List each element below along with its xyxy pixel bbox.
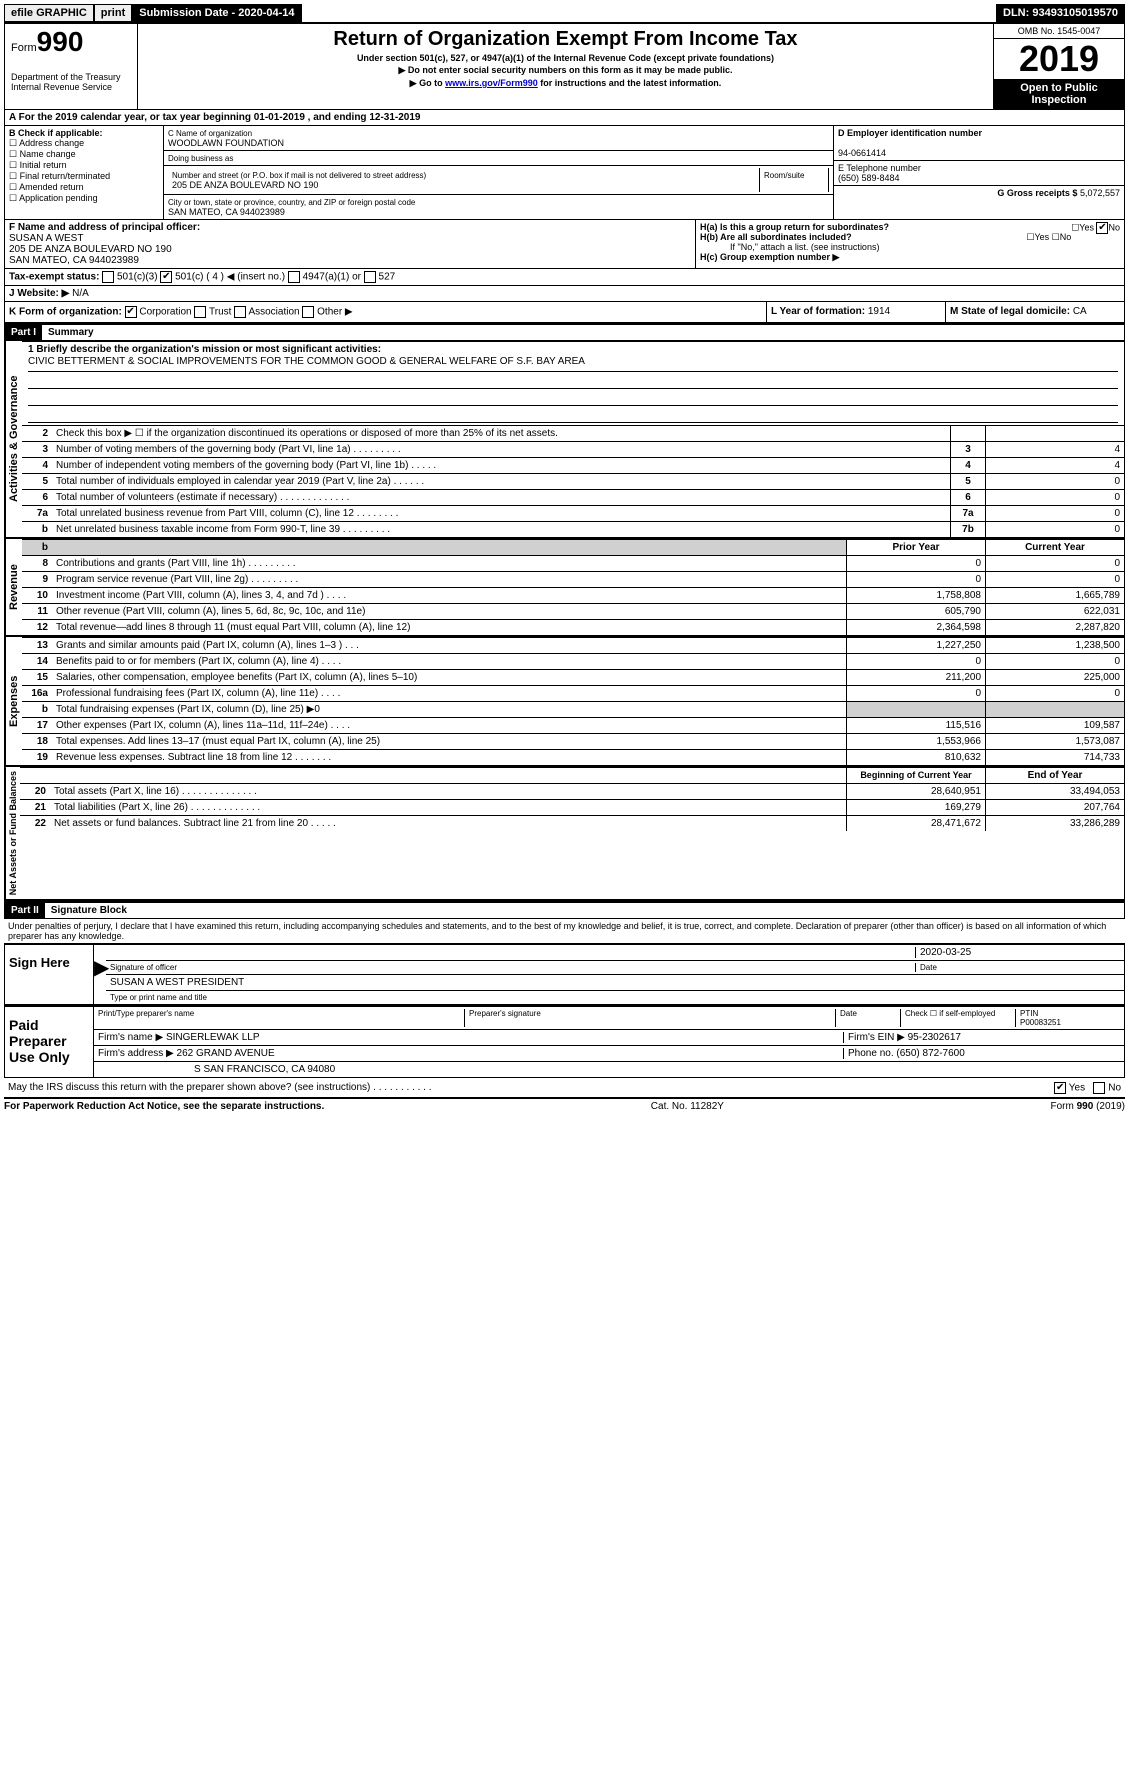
check-4947[interactable] bbox=[288, 271, 300, 283]
discuss-yes[interactable] bbox=[1054, 1082, 1066, 1094]
officer-name: SUSAN A WEST bbox=[9, 233, 83, 244]
form-title: Return of Organization Exempt From Incom… bbox=[142, 28, 989, 51]
ptin: P00083251 bbox=[1020, 1018, 1061, 1027]
omb-number: OMB No. 1545-0047 bbox=[994, 24, 1124, 39]
check-other[interactable] bbox=[302, 306, 314, 318]
check-association[interactable] bbox=[234, 306, 246, 318]
subtitle-3: ▶ Go to www.irs.gov/Form990 for instruct… bbox=[142, 78, 989, 89]
part1-header: Part I bbox=[5, 325, 42, 340]
firm-phone: (650) 872-7600 bbox=[896, 1048, 964, 1059]
part2-header: Part II bbox=[5, 903, 45, 918]
netassets-table: Beginning of Current YearEnd of Year20To… bbox=[20, 767, 1124, 831]
check-address-change[interactable]: ☐ Address change bbox=[9, 138, 159, 149]
top-bar: efile GRAPHIC print Submission Date - 20… bbox=[4, 4, 1125, 22]
tax-year: 2019 bbox=[994, 39, 1124, 79]
part2-title: Signature Block bbox=[45, 905, 127, 916]
submission-date: Submission Date - 2020-04-14 bbox=[132, 4, 301, 22]
expenses-table: 13Grants and similar amounts paid (Part … bbox=[22, 637, 1124, 765]
officer-signature-name: SUSAN A WEST PRESIDENT bbox=[110, 977, 1120, 988]
block-b: B Check if applicable: ☐ Address change … bbox=[5, 126, 164, 219]
firm-name: SINGERLEWAK LLP bbox=[166, 1032, 260, 1043]
org-name: WOODLAWN FOUNDATION bbox=[168, 138, 284, 148]
firm-address: 262 GRAND AVENUE bbox=[177, 1048, 275, 1059]
year-formation: 1914 bbox=[868, 306, 890, 317]
check-initial-return[interactable]: ☐ Initial return bbox=[9, 160, 159, 171]
sign-date: 2020-03-25 bbox=[915, 947, 1120, 958]
check-amended[interactable]: ☐ Amended return bbox=[9, 182, 159, 193]
group-exemption: H(c) Group exemption number ▶ bbox=[700, 252, 839, 262]
vlabel-expenses: Expenses bbox=[5, 637, 22, 765]
dln: DLN: 93493105019570 bbox=[996, 4, 1125, 22]
ein: 94-0661414 bbox=[838, 148, 886, 158]
part1-title: Summary bbox=[42, 327, 94, 338]
check-trust[interactable] bbox=[194, 306, 206, 318]
org-city: SAN MATEO, CA 944023989 bbox=[168, 207, 285, 217]
check-application-pending[interactable]: ☐ Application pending bbox=[9, 193, 159, 204]
paid-preparer-label: Paid Preparer Use Only bbox=[5, 1007, 94, 1077]
check-name-change[interactable]: ☐ Name change bbox=[9, 149, 159, 160]
org-address: 205 DE ANZA BOULEVARD NO 190 bbox=[172, 180, 318, 190]
check-final-return[interactable]: ☐ Final return/terminated bbox=[9, 171, 159, 182]
group-return-no[interactable] bbox=[1096, 222, 1108, 234]
state-domicile: CA bbox=[1073, 306, 1087, 317]
discuss-no[interactable] bbox=[1093, 1082, 1105, 1094]
form-number: Form990 bbox=[11, 26, 131, 58]
check-corporation[interactable] bbox=[125, 306, 137, 318]
department: Department of the Treasury Internal Reve… bbox=[11, 72, 131, 92]
open-to-public: Open to Public Inspection bbox=[994, 79, 1124, 109]
mission-text: CIVIC BETTERMENT & SOCIAL IMPROVEMENTS F… bbox=[28, 355, 1118, 372]
governance-table: 2Check this box ▶ ☐ if the organization … bbox=[22, 425, 1124, 537]
efile-button[interactable]: efile GRAPHIC bbox=[4, 4, 94, 22]
perjury-statement: Under penalties of perjury, I declare th… bbox=[4, 919, 1125, 943]
dba-label: Doing business as bbox=[168, 154, 233, 163]
subtitle-2: ▶ Do not enter social security numbers o… bbox=[142, 65, 989, 76]
telephone: (650) 589-8484 bbox=[838, 173, 900, 183]
footer: For Paperwork Reduction Act Notice, see … bbox=[4, 1098, 1125, 1114]
check-501c[interactable] bbox=[160, 271, 172, 283]
sign-here-label: Sign Here bbox=[5, 945, 94, 1004]
website: N/A bbox=[72, 288, 89, 299]
instructions-link[interactable]: www.irs.gov/Form990 bbox=[445, 78, 538, 88]
vlabel-revenue: Revenue bbox=[5, 539, 22, 635]
vlabel-netassets: Net Assets or Fund Balances bbox=[5, 767, 20, 899]
check-501c3[interactable] bbox=[102, 271, 114, 283]
print-button[interactable]: print bbox=[94, 4, 132, 22]
tax-year-line: A For the 2019 calendar year, or tax yea… bbox=[5, 110, 424, 125]
gross-receipts: 5,072,557 bbox=[1080, 188, 1120, 198]
form-header: Form990 Department of the Treasury Inter… bbox=[4, 22, 1125, 110]
revenue-table: bPrior YearCurrent Year8Contributions an… bbox=[22, 539, 1124, 635]
check-527[interactable] bbox=[364, 271, 376, 283]
discuss-question: May the IRS discuss this return with the… bbox=[8, 1082, 432, 1093]
vlabel-governance: Activities & Governance bbox=[5, 341, 22, 537]
firm-ein: 95-2302617 bbox=[908, 1032, 961, 1043]
subtitle-1: Under section 501(c), 527, or 4947(a)(1)… bbox=[142, 53, 989, 63]
